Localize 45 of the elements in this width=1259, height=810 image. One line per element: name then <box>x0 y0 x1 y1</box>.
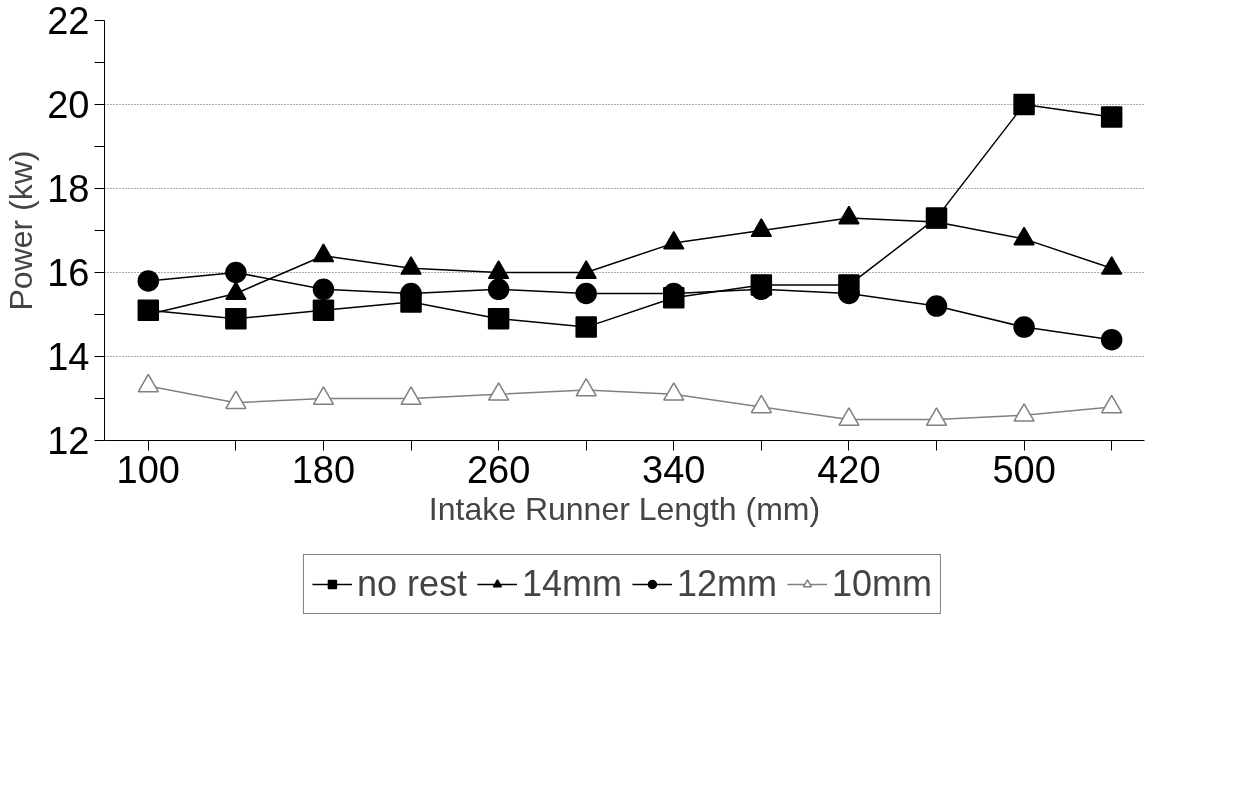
point <box>312 278 335 301</box>
point <box>1013 93 1035 116</box>
point <box>1013 316 1035 338</box>
point <box>838 407 860 427</box>
point <box>750 394 773 414</box>
point <box>225 307 247 330</box>
legend-label: 10mm <box>832 563 933 605</box>
y-tick-label: 22 <box>47 0 90 42</box>
y-tick-label: 14 <box>47 336 90 378</box>
point <box>225 281 247 301</box>
point <box>312 299 335 322</box>
point <box>487 382 510 401</box>
point <box>575 282 597 305</box>
x-tick-label: 340 <box>642 448 706 491</box>
point <box>1013 403 1035 422</box>
x-axis-title: Intake Runner Length (mm) <box>428 490 821 527</box>
y-tick-label: 16 <box>47 252 90 294</box>
legend-label: 14mm <box>521 563 623 605</box>
point <box>1100 106 1123 128</box>
point <box>487 278 510 301</box>
point <box>137 373 160 393</box>
y-tick-label: 12 <box>47 420 90 462</box>
point <box>225 390 247 410</box>
point <box>1100 328 1123 351</box>
y-axis-title: Power (kw) <box>3 150 40 311</box>
x-tick-label: 100 <box>116 448 180 491</box>
legend-label: 12mm <box>677 563 778 605</box>
point <box>663 382 685 401</box>
point <box>925 407 948 427</box>
x-tick-label: 420 <box>817 448 881 491</box>
x-tick-label: 260 <box>466 448 531 491</box>
x-tick-label: 500 <box>992 448 1056 491</box>
point <box>1100 394 1123 414</box>
y-tick-label: 20 <box>47 84 90 126</box>
point <box>312 386 335 406</box>
legend-label: no rest <box>356 563 467 605</box>
point <box>487 307 510 330</box>
point <box>225 261 247 284</box>
y-tick-label: 18 <box>47 168 90 210</box>
point <box>925 295 948 317</box>
x-tick-label: 180 <box>291 448 356 491</box>
point <box>575 316 597 338</box>
point <box>137 270 160 292</box>
point <box>575 377 597 397</box>
point <box>400 386 422 406</box>
